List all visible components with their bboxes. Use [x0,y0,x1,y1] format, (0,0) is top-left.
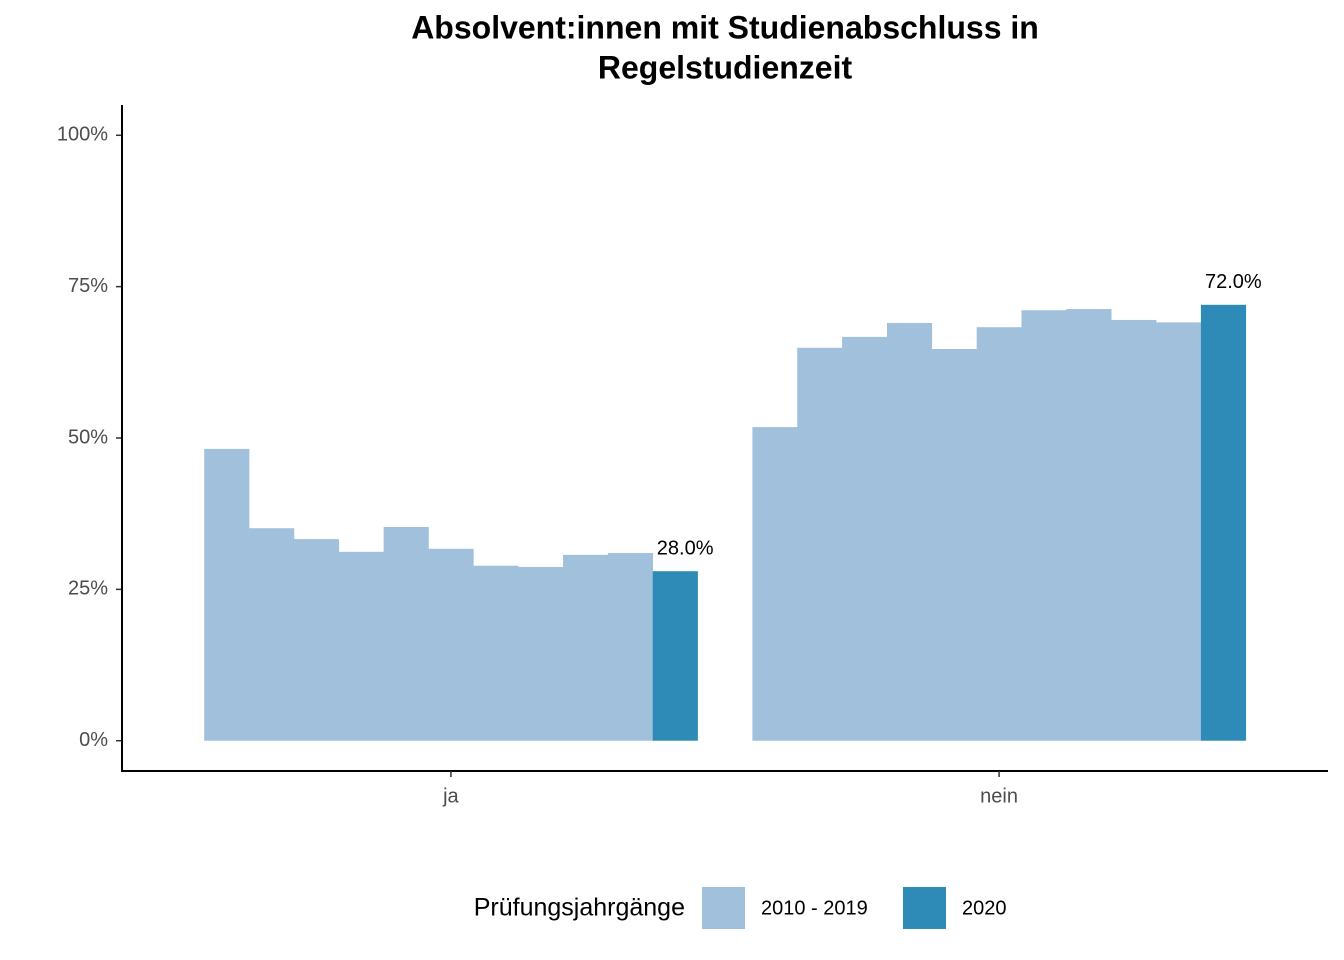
bar [1156,322,1202,741]
bar [338,551,384,741]
x-tick-label: ja [442,785,459,807]
y-tick-label: 100% [57,124,108,146]
bar [204,448,250,741]
bar [931,348,977,741]
bar [797,347,843,741]
legend-title: Prüfungsjahrgänge [474,894,685,922]
chart-title: Regelstudienzeit [598,49,853,85]
y-tick-label: 0% [79,729,108,751]
bar [1021,310,1067,741]
bar [1200,304,1247,741]
value-label: 72.0% [1205,271,1262,293]
bar [1066,309,1112,741]
bar [249,528,295,741]
bar [886,322,933,741]
bar [842,336,888,741]
value-label: 28.0% [657,537,714,559]
x-tick-label: nein [980,785,1018,807]
chart-title: Absolvent:innen mit Studienabschluss in [411,9,1039,45]
legend-key [702,887,745,929]
legend-key [903,887,946,929]
bar [383,527,429,741]
y-tick-label: 25% [68,578,108,600]
bar [563,554,609,741]
legend-label: 2020 [962,897,1007,919]
bar [473,565,519,741]
bar [652,571,698,741]
bar [293,539,340,741]
bar [976,327,1022,741]
y-tick-label: 75% [68,275,108,297]
bar [428,548,474,741]
bar [607,553,654,741]
y-tick-label: 50% [68,426,108,448]
bar [518,566,564,741]
legend-label: 2010 - 2019 [761,897,868,919]
bar [1111,319,1157,741]
bar [752,427,798,741]
